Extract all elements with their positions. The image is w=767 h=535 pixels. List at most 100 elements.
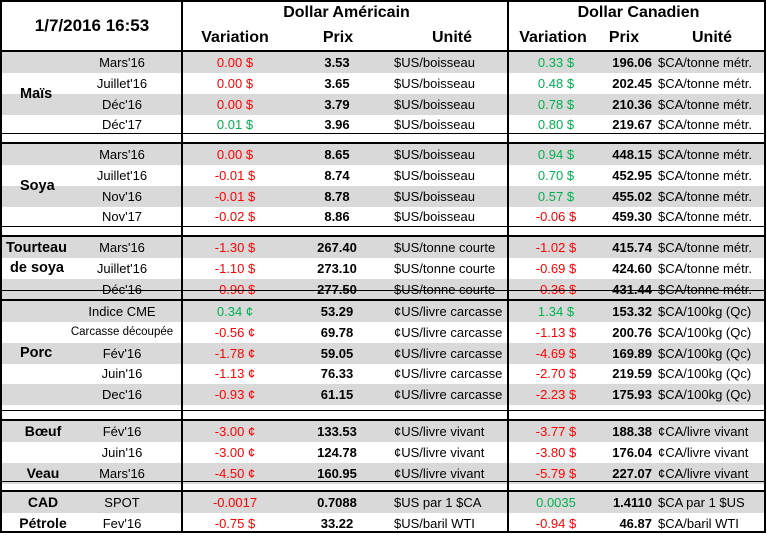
usd-unit-cell: $US/baril WTI (394, 515, 475, 531)
cad-price-cell: 219.59 (612, 366, 652, 382)
cad-unit-cell: $CA/tonne métr. (658, 279, 766, 300)
cad-unit-cell: $CA/100kg (Qc) (658, 304, 752, 319)
cad-price-cell: 448.15 (612, 147, 652, 162)
table-row: Nov'16 -0.01 $ 8.78 $US/boisseau 0.57 $ 455.0… (2, 185, 764, 207)
usd-price-cell: 53.29 (320, 304, 354, 319)
cad-unit-cell: $CA/tonne métr. (658, 75, 752, 91)
usd-price-cell: 8.78 (324, 188, 350, 204)
cad-variation-cell: -1.02 $ (535, 240, 577, 255)
timestamp: 1/7/2016 16:53 (34, 16, 150, 35)
contract-cell: Déc'16 (62, 279, 182, 300)
contract-cell: SPOT (104, 495, 140, 510)
usd-price-cell: 160.95 (317, 465, 357, 481)
cad-price-cell: 459.30 (612, 209, 652, 225)
cad-variation-cell: 0.0035 (536, 495, 576, 510)
commodity-label: Maïs (20, 85, 53, 102)
usd-price-cell: 124.78 (317, 444, 357, 460)
contract-cell: Mars'16 (99, 465, 145, 481)
usd-variation-cell: -0.93 ¢ (214, 387, 256, 403)
usd-variation-cell: 0.00 $ (216, 147, 254, 162)
usd-price-cell: 3.96 (324, 117, 350, 133)
table-row: Déc'16 0.00 $ 3.79 $US/boisseau 0.78 $ 210.36… (2, 93, 764, 115)
usd-variation-cell: -1.10 $ (214, 260, 256, 276)
contract-cell: Juillet'16 (96, 260, 148, 276)
usd-variation-cell: 0.00 $ (216, 55, 254, 70)
usd-price-cell: 69.78 (320, 324, 354, 340)
contract-cell: Carcasse découpée (70, 325, 174, 338)
cad-price-cell: 219.67 (612, 117, 652, 133)
usd-variation-header: Variation (201, 29, 269, 46)
usd-variation-cell: 0.34 ¢ (216, 304, 254, 319)
commodity-label: CAD (27, 494, 59, 510)
usd-variation-cell: -1.78 ¢ (214, 345, 256, 361)
usd-price-cell: 76.33 (320, 366, 354, 382)
cad-variation-cell: -2.70 $ (535, 366, 577, 382)
cad-variation-cell: -3.77 $ (535, 424, 577, 439)
table-row: Mars'16 -4.50 ¢ 160.95 ¢US/livre vivant -5.7… (2, 462, 764, 484)
cad-unit-cell: $CA/tonne métr. (658, 209, 752, 225)
usd-unit-cell: ¢US/livre vivant (394, 465, 485, 481)
gap-separator (2, 133, 764, 134)
cad-price-cell: 175.93 (612, 387, 652, 403)
cad-variation-cell: 0.70 $ (537, 167, 575, 183)
usd-price-cell: 0.7088 (317, 495, 357, 510)
cad-price-cell: 196.06 (612, 55, 652, 70)
contract-cell: Mars'16 (99, 55, 145, 70)
usd-unit-cell: ¢US/livre vivant (394, 424, 485, 439)
cad-unit-cell: $CA/tonne métr. (658, 260, 752, 276)
commodity-label: Pétrole (19, 514, 67, 531)
contract-cell: Juillet'16 (96, 167, 148, 183)
usd-price-cell: 133.53 (317, 424, 357, 439)
cad-unit-cell: $CA/tonne métr. (658, 188, 752, 204)
group-separator (2, 235, 764, 237)
cad-price-cell: 452.95 (612, 167, 652, 183)
usd-unit-cell: ¢US/livre vivant (394, 444, 485, 460)
cad-variation-cell: 0.80 $ (537, 117, 575, 133)
usd-unit-cell: $US/boisseau (394, 147, 475, 162)
table-row: Juillet'16 -1.10 $ 273.10 $US/tonne courte -… (2, 258, 764, 279)
usd-unit-cell: $US/boisseau (394, 167, 475, 183)
table-row: Dec'16 -0.93 ¢ 61.15 ¢US/livre carcasse -2.2… (2, 384, 764, 406)
usd-price-cell: 3.53 (324, 55, 350, 70)
table-row: Juillet'16 -0.01 $ 8.74 $US/boisseau 0.70 $ 4… (2, 165, 764, 186)
contract-cell: Juin'16 (101, 366, 143, 382)
usd-price-cell: 267.40 (317, 240, 357, 255)
usd-variation-cell: -4.50 ¢ (214, 465, 256, 481)
group-separator (2, 299, 764, 301)
cad-price-cell: 200.76 (612, 324, 652, 340)
cad-price-cell: 153.32 (612, 304, 652, 319)
commodity-label: Tourteau (6, 240, 67, 257)
usd-unit-cell: $US/tonne courte (394, 240, 496, 255)
cad-price-cell: 202.45 (612, 75, 652, 91)
cad-variation-cell: 1.34 $ (537, 304, 575, 319)
cad-variation-header: Variation (519, 29, 587, 46)
usd-unit-cell: $US/boisseau (394, 96, 475, 112)
usd-price-cell: 3.65 (324, 75, 350, 91)
usd-unit-cell: $US/boisseau (394, 55, 475, 70)
table-row: Carcasse découpée -0.56 ¢ 69.78 ¢US/livre c… (2, 322, 764, 343)
cad-variation-cell: 0.57 $ (537, 188, 575, 204)
table-row: Déc'17 0.01 $ 3.96 $US/boisseau 0.80 $ 219.67… (2, 114, 764, 135)
cad-unit-cell: $CA/tonne métr. (658, 240, 752, 255)
usd-unit-cell: $US par 1 $CA (394, 495, 482, 510)
usd-unit-cell: $US/boisseau (394, 117, 475, 133)
usd-variation-cell: 0.00 $ (216, 75, 254, 91)
cad-variation-cell: -0.36 $ (511, 279, 601, 300)
cad-price-cell: 210.36 (612, 96, 652, 112)
cad-unit-cell: $CA/tonne métr. (658, 117, 752, 133)
cad-unit-cell: ¢CA/livre vivant (658, 465, 749, 481)
table-row: Mars'16 0.00 $ 3.53 $US/boisseau 0.33 $ 196.0… (2, 52, 764, 73)
usd-unit-cell: ¢US/livre carcasse (394, 345, 503, 361)
table-row: SPOT -0.0017 0.7088 $US par 1 $CA 0.0035 1.41… (2, 492, 764, 513)
cad-price-cell: 176.04 (612, 444, 652, 460)
cad-unit-cell: $CA/100kg (Qc) (658, 345, 752, 361)
cad-unit-cell: $CA/100kg (Qc) (658, 387, 752, 403)
usd-variation-cell: -0.90 $ (192, 279, 278, 300)
contract-cell: Déc'16 (101, 96, 143, 112)
cad-variation-cell: 0.78 $ (537, 96, 575, 112)
group-separator (2, 490, 764, 492)
cad-unit-header: Unité (692, 29, 732, 46)
usd-unit-cell: ¢US/livre carcasse (394, 304, 503, 319)
cad-unit-cell: $CA par 1 $US (658, 495, 745, 510)
cad-unit-cell: $CA/tonne métr. (658, 167, 752, 183)
